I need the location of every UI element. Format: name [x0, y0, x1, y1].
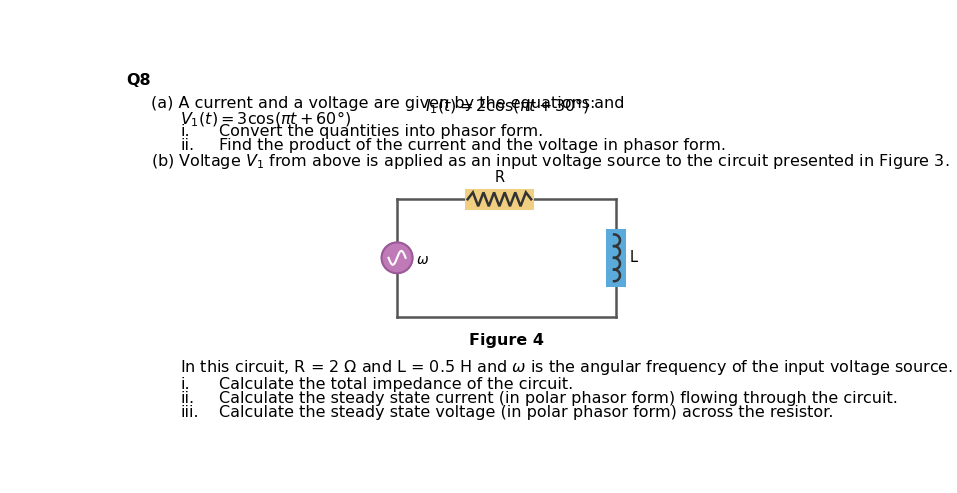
Text: i.: i.: [180, 124, 189, 139]
FancyBboxPatch shape: [464, 188, 534, 210]
Text: Calculate the steady state voltage (in polar phasor form) across the resistor.: Calculate the steady state voltage (in p…: [219, 405, 834, 420]
Text: $I_1(t) = 2\cos(\pi t + 30°)$: $I_1(t) = 2\cos(\pi t + 30°)$: [425, 96, 590, 115]
Text: iii.: iii.: [180, 405, 199, 420]
Text: Find the product of the current and the voltage in phasor form.: Find the product of the current and the …: [219, 138, 725, 153]
Text: ii.: ii.: [180, 391, 194, 406]
Text: and: and: [590, 96, 625, 111]
Text: L: L: [630, 250, 637, 265]
FancyBboxPatch shape: [606, 229, 626, 287]
Text: $V_1(t) = 3\cos(\pi t + 60°)$: $V_1(t) = 3\cos(\pi t + 60°)$: [180, 110, 351, 129]
Text: Convert the quantities into phasor form.: Convert the quantities into phasor form.: [219, 124, 543, 139]
Text: Calculate the steady state current (in polar phasor form) flowing through the ci: Calculate the steady state current (in p…: [219, 391, 898, 406]
Circle shape: [382, 243, 412, 273]
Text: Q8: Q8: [125, 73, 150, 88]
Text: Calculate the total impedance of the circuit.: Calculate the total impedance of the cir…: [219, 377, 573, 392]
Text: R: R: [495, 171, 504, 185]
Text: (b) Voltage $V_1$ from above is applied as an input voltage source to the circui: (b) Voltage $V_1$ from above is applied …: [150, 151, 949, 171]
Text: i.: i.: [180, 377, 189, 392]
Text: Figure 4: Figure 4: [469, 332, 544, 348]
Text: (a) A current and a voltage are given by the equations:: (a) A current and a voltage are given by…: [150, 96, 600, 111]
Text: ii.: ii.: [180, 138, 194, 153]
Text: $\omega$: $\omega$: [415, 253, 429, 267]
Text: In this circuit, R = 2 $\Omega$ and L = 0.5 H and $\omega$ is the angular freque: In this circuit, R = 2 $\Omega$ and L = …: [180, 358, 953, 377]
